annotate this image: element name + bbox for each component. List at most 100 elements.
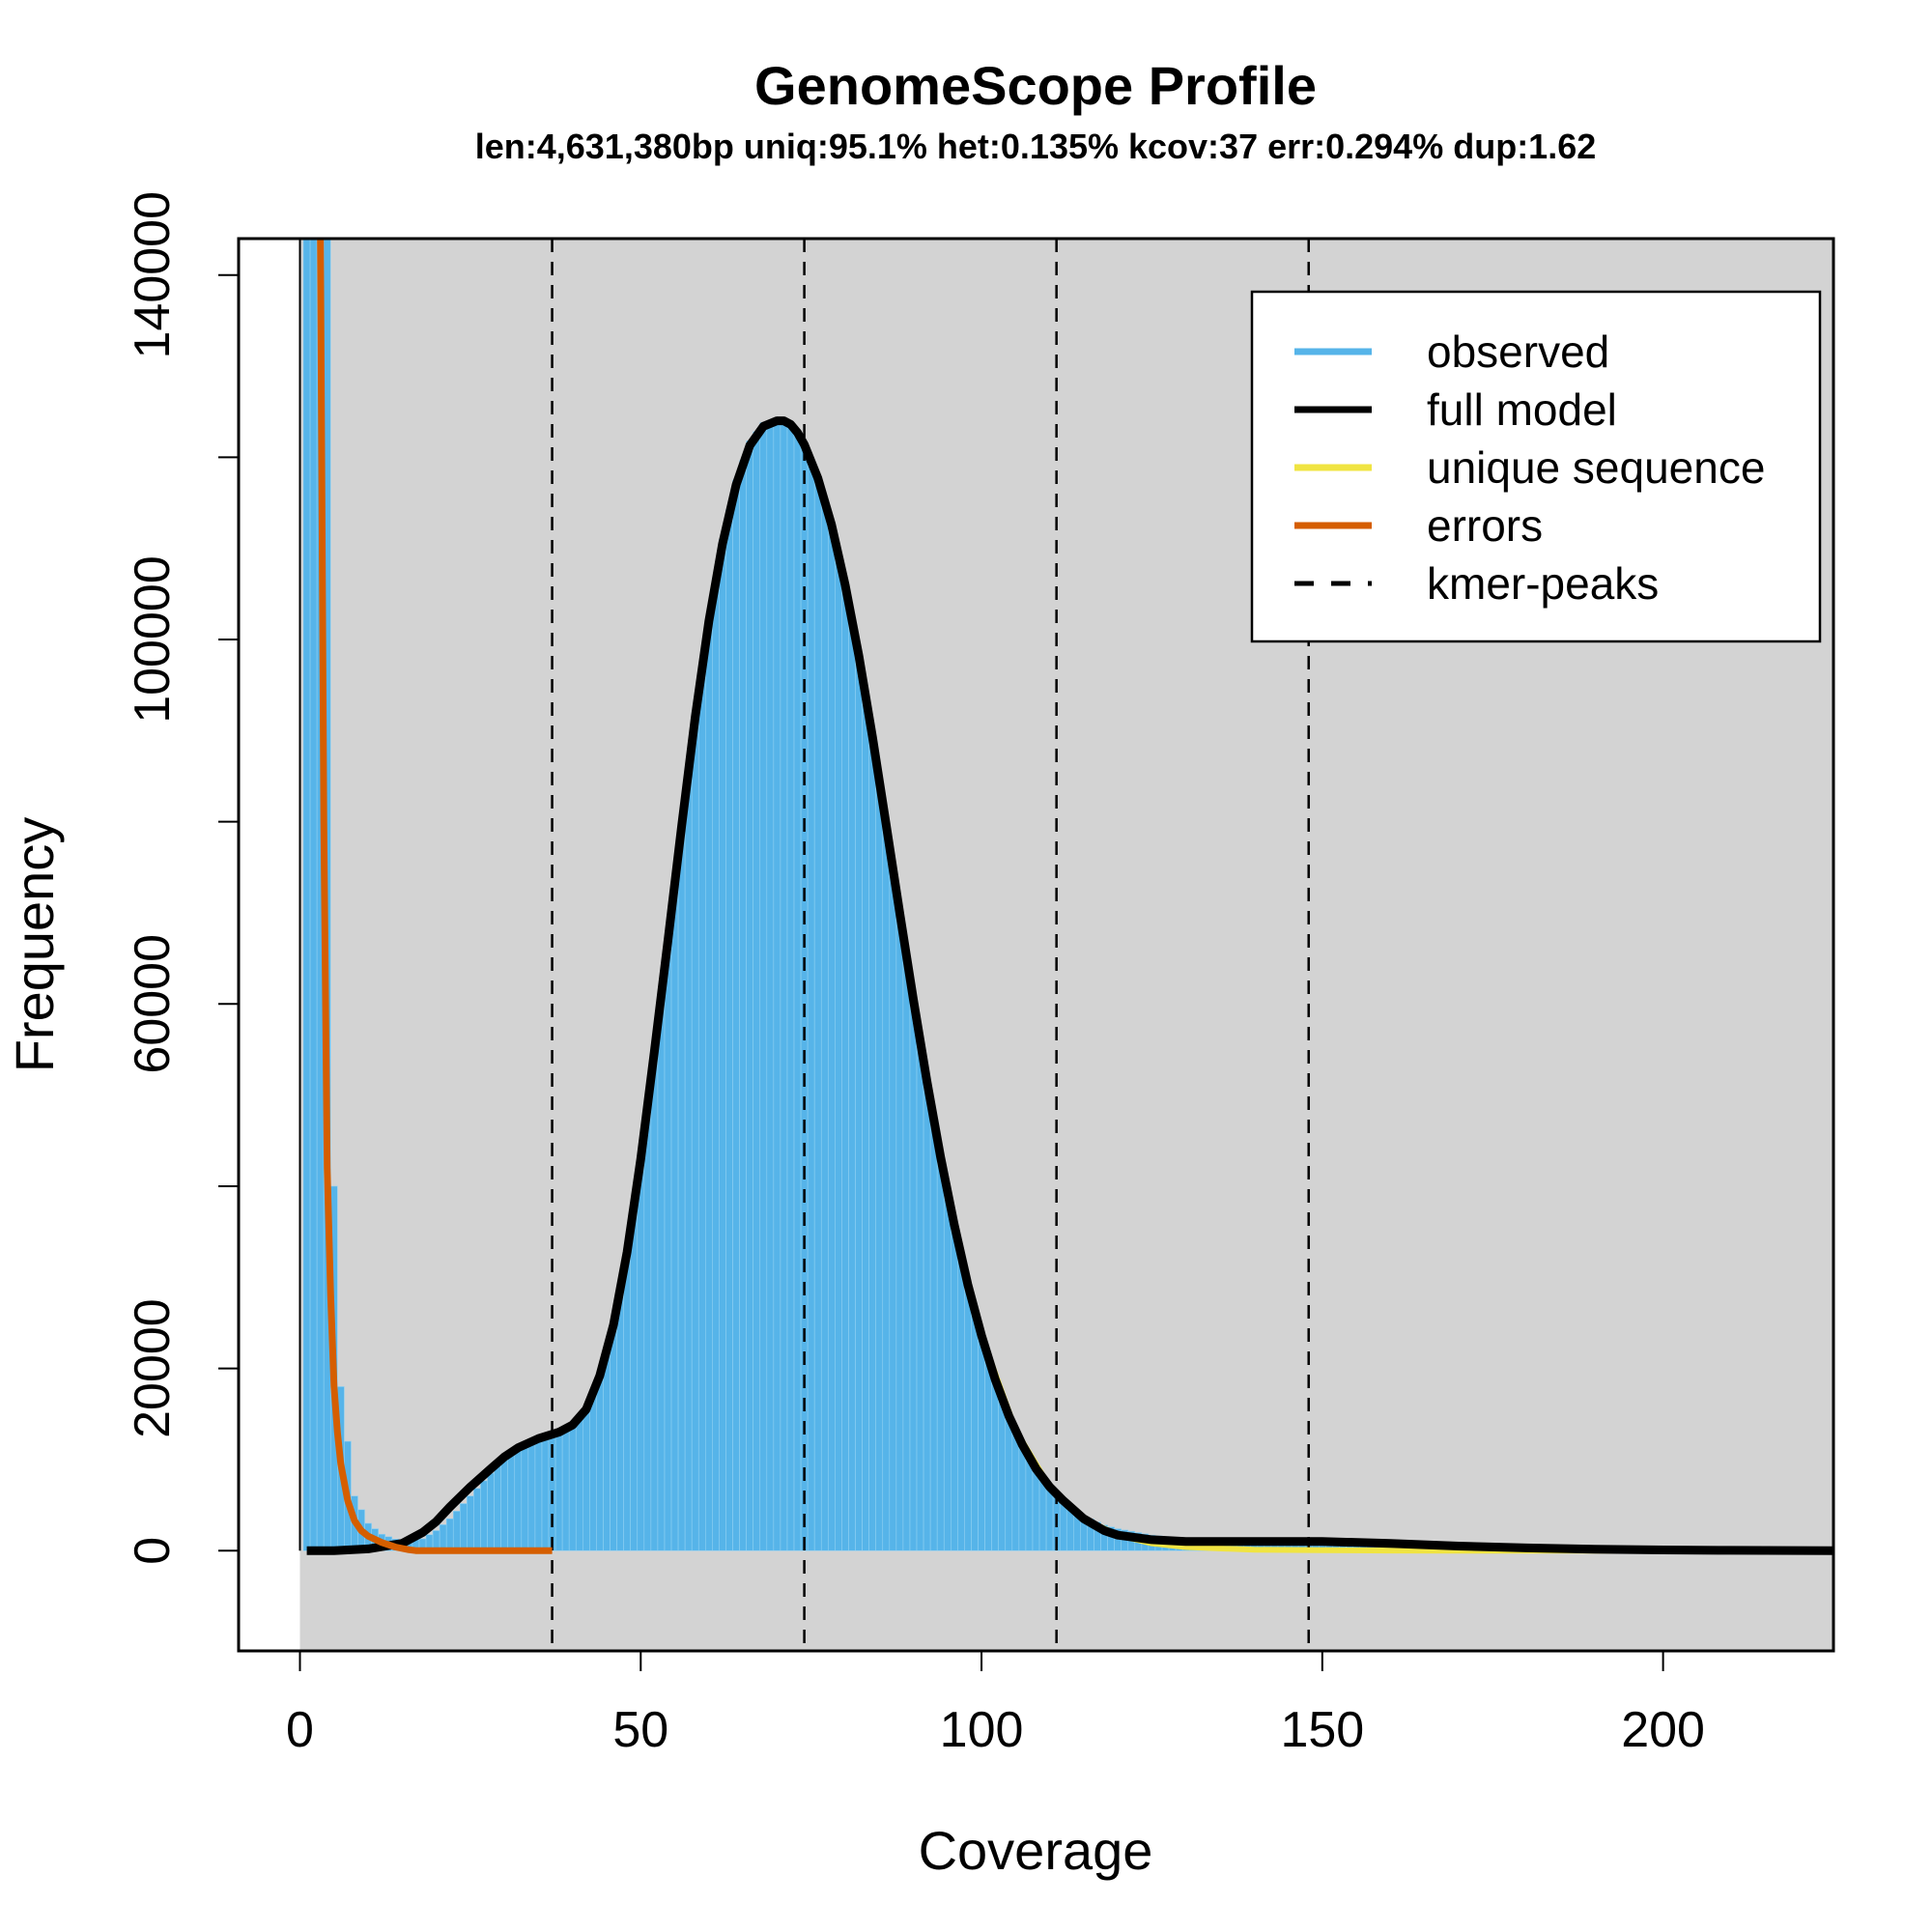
observed-bar: [554, 1432, 563, 1551]
x-tick-label: 150: [1280, 1702, 1364, 1758]
observed-bar: [813, 477, 822, 1551]
observed-bar: [848, 619, 856, 1551]
observed-bar: [984, 1356, 992, 1551]
observed-bar: [541, 1436, 550, 1551]
y-tick-label: 100000: [125, 555, 181, 724]
observed-bar: [835, 554, 842, 1551]
observed-bar: [514, 1448, 523, 1551]
observed-bar: [1038, 1477, 1047, 1551]
observed-bar: [309, 239, 318, 1551]
observed-bar: [691, 712, 699, 1551]
errors-line: [317, 239, 553, 1554]
observed-bar: [786, 424, 795, 1551]
observed-bar: [657, 992, 666, 1551]
observed-bar: [719, 538, 726, 1551]
legend-label: observed: [1427, 327, 1609, 377]
observed-bar: [575, 1414, 583, 1551]
observed-bar: [534, 1438, 543, 1551]
observed-bar: [828, 524, 836, 1551]
observed-bar: [936, 1156, 945, 1551]
observed-bar: [855, 655, 863, 1551]
x-axis-label: Coverage: [919, 1820, 1153, 1881]
observed-bar: [664, 935, 672, 1551]
observed-bar: [487, 1472, 495, 1551]
observed-bar: [739, 460, 747, 1551]
observed-bar: [637, 1153, 645, 1551]
x-tick-label: 0: [286, 1702, 314, 1758]
chart-title: GenomeScope Profile: [754, 55, 1317, 116]
observed-bar: [998, 1397, 1007, 1551]
observed-bar: [882, 824, 891, 1551]
observed-bar: [460, 1503, 468, 1551]
observed-bar: [561, 1427, 570, 1551]
observed-bar: [902, 955, 911, 1551]
observed-bar: [582, 1406, 590, 1551]
chart-subtitle: len:4,631,380bp uniq:95.1% het:0.135% kc…: [475, 127, 1597, 166]
observed-bar: [1011, 1430, 1020, 1551]
full-model-line: [306, 416, 1833, 1555]
x-tick-label: 50: [612, 1702, 668, 1758]
observed-bar: [909, 999, 918, 1551]
observed-bar: [480, 1480, 488, 1551]
observed-bar: [895, 912, 904, 1551]
observed-bar: [445, 1518, 454, 1551]
observed-bar: [705, 616, 713, 1551]
legend-label: kmer-peaks: [1427, 558, 1659, 609]
legend: observed full model unique sequence errors k…: [1250, 290, 1822, 643]
observed-bar: [712, 578, 720, 1551]
legend-label: full model: [1427, 384, 1617, 435]
observed-bar: [650, 1049, 659, 1551]
observed-bar: [951, 1224, 958, 1551]
observed-bar: [603, 1348, 611, 1551]
observed-bar: [725, 509, 733, 1551]
observed-bar: [568, 1422, 577, 1551]
observed-bar: [697, 664, 706, 1551]
observed-bar: [964, 1284, 972, 1551]
observed-bar: [467, 1495, 474, 1551]
observed-bar: [630, 1202, 639, 1551]
observed-bar: [1032, 1468, 1040, 1551]
observed-bar: [670, 878, 679, 1551]
x-tick-label: 200: [1621, 1702, 1705, 1758]
observed-bar: [875, 780, 884, 1551]
x-axis: 0 50 100 150 200: [286, 1650, 1705, 1758]
observed-bar: [820, 500, 829, 1551]
observed-bar: [971, 1309, 979, 1551]
observed-bar: [753, 431, 761, 1551]
legend-label: unique sequence: [1427, 442, 1765, 493]
observed-bar: [500, 1459, 508, 1551]
observed-bar: [596, 1373, 604, 1551]
observed-bar: [868, 736, 876, 1551]
observed-bar: [862, 696, 869, 1551]
observed-bar: [841, 584, 849, 1551]
observed-bar: [793, 432, 802, 1551]
observed-bar: [643, 1101, 652, 1551]
y-axis: 0 20000 60000 100000 140000: [125, 191, 240, 1565]
observed-bar: [773, 418, 781, 1551]
observed-bar: [759, 422, 768, 1551]
observed-bar: [766, 420, 775, 1551]
observed-bar: [1005, 1415, 1013, 1551]
observed-bar: [746, 440, 753, 1551]
x-tick-label: 100: [940, 1702, 1024, 1758]
observed-bar: [616, 1286, 624, 1551]
observed-bar: [439, 1524, 447, 1551]
y-axis-label: Frequency: [4, 817, 65, 1073]
observed-bar: [957, 1254, 965, 1551]
observed-bar: [623, 1249, 631, 1551]
observed-bar: [302, 239, 311, 1551]
observed-bar: [1018, 1444, 1027, 1551]
observed-bar: [807, 461, 815, 1551]
observed-bar: [521, 1445, 529, 1551]
observed-bar: [677, 821, 686, 1551]
observed-bar: [916, 1039, 924, 1551]
observed-bar: [527, 1442, 536, 1551]
observed-bar: [732, 479, 740, 1551]
y-tick-label: 0: [125, 1537, 181, 1565]
observed-bar: [780, 419, 788, 1551]
observed-bar: [923, 1081, 931, 1551]
observed-bar: [978, 1335, 985, 1551]
observed-bar: [889, 867, 897, 1551]
y-tick-label: 140000: [125, 191, 181, 359]
